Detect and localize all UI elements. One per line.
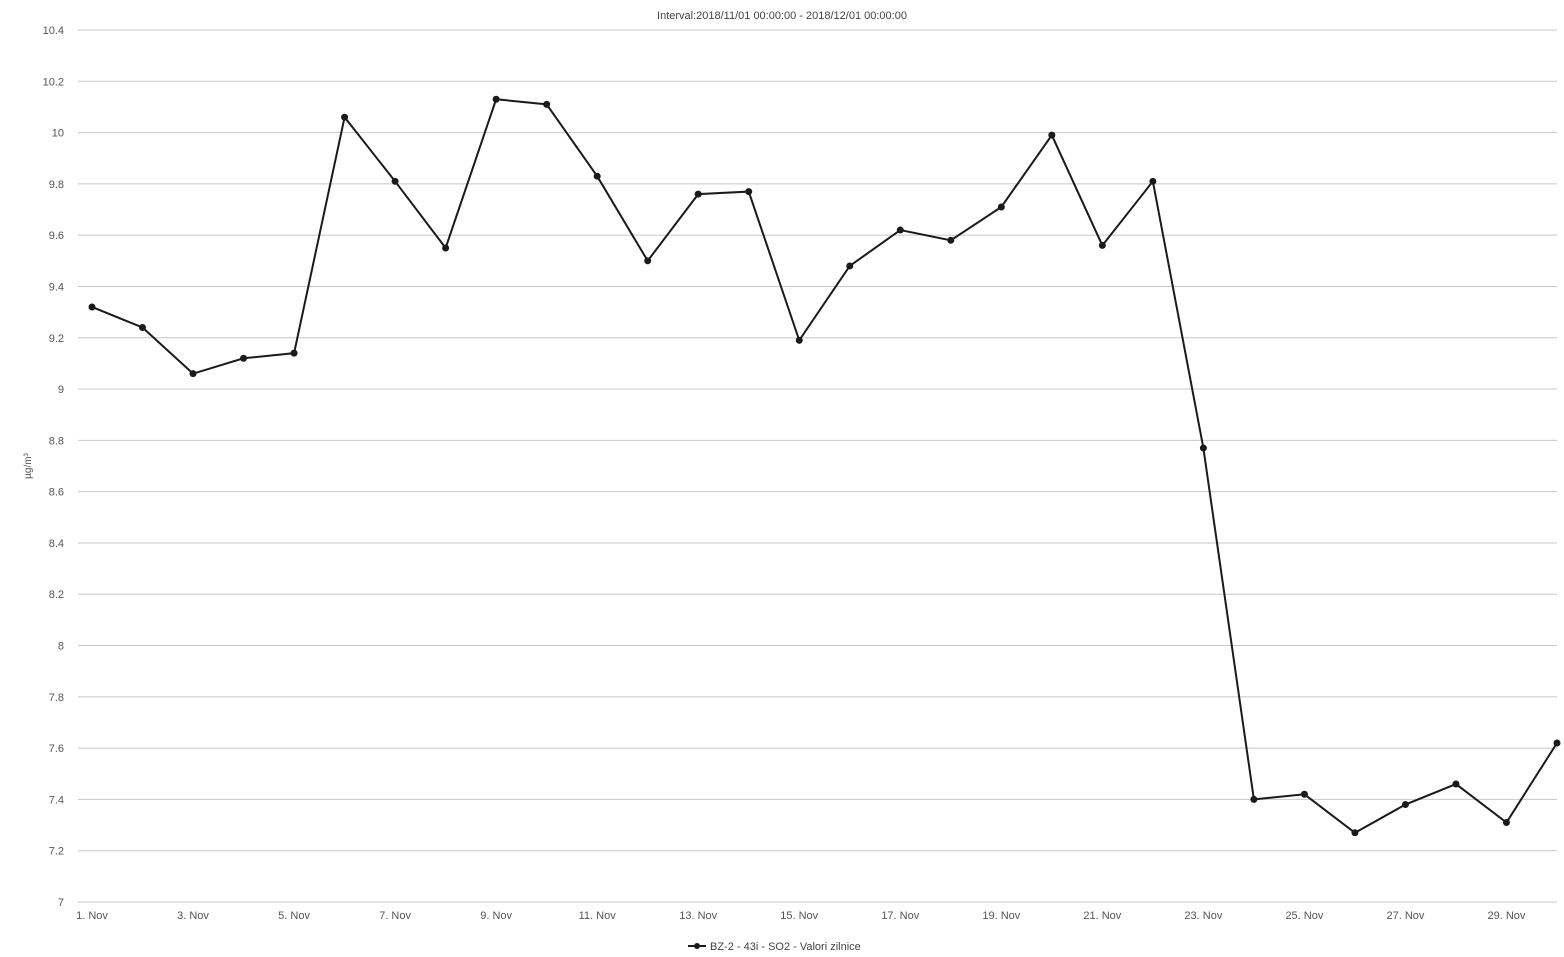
y-tick-label: 7.8 xyxy=(49,692,64,704)
y-tick-label: 9 xyxy=(58,384,64,396)
data-point[interactable] xyxy=(1401,801,1409,809)
data-point[interactable] xyxy=(290,349,298,357)
x-tick-label: 11. Nov xyxy=(579,910,617,922)
data-point[interactable] xyxy=(1250,795,1258,803)
chart-title: Interval:2018/11/01 00:00:00 - 2018/12/0… xyxy=(657,10,907,22)
data-point[interactable] xyxy=(997,203,1005,211)
data-point[interactable] xyxy=(644,257,652,265)
y-tick-label: 8 xyxy=(58,641,64,653)
x-tick-labels: 1. Nov 3. Nov 5. Nov 7. Nov 9. Nov 11. Nov 13.… xyxy=(76,910,1526,922)
data-point[interactable] xyxy=(341,113,349,121)
y-tick-label: 7.4 xyxy=(49,794,64,806)
data-point[interactable] xyxy=(1300,790,1308,798)
data-point[interactable] xyxy=(896,226,904,234)
x-tick-label: 9. Nov xyxy=(480,910,512,922)
data-point[interactable] xyxy=(1199,444,1207,452)
y-tick-label: 9.8 xyxy=(49,179,64,191)
x-tick-label: 7. Nov xyxy=(379,910,411,922)
legend-point-swatch xyxy=(694,943,700,949)
series-layer xyxy=(88,95,1561,837)
series-line xyxy=(91,98,1558,834)
x-tick-label: 13. Nov xyxy=(679,910,717,922)
data-point[interactable] xyxy=(1351,829,1359,837)
y-tick-label: 9.6 xyxy=(49,230,64,242)
data-point[interactable] xyxy=(1098,241,1106,249)
y-axis-label: µg/m³ xyxy=(23,452,34,478)
y-tick-label: 7.6 xyxy=(49,743,64,755)
data-point[interactable] xyxy=(795,336,803,344)
data-point[interactable] xyxy=(1553,739,1561,747)
x-tick-label: 15. Nov xyxy=(780,910,818,922)
data-point[interactable] xyxy=(492,95,500,103)
data-point[interactable] xyxy=(391,177,399,185)
y-tick-labels: 7 7.2 7.4 7.6 7.8 8 8.2 8.4 8.6 8.8 9 9.2 9.4 9.6 9.8 1… xyxy=(43,25,64,909)
x-tick-label: 17. Nov xyxy=(881,910,919,922)
y-tick-label: 8.2 xyxy=(49,589,64,601)
x-tick-label: 19. Nov xyxy=(982,910,1020,922)
legend-series-label: BZ-2 - 43i - SO2 - Valori zilnice xyxy=(710,941,861,953)
y-tick-label: 10 xyxy=(52,128,64,140)
data-point[interactable] xyxy=(1149,177,1157,185)
data-point[interactable] xyxy=(846,262,854,270)
y-tick-label: 9.2 xyxy=(49,333,64,345)
y-tick-label: 8.6 xyxy=(49,487,64,499)
data-point[interactable] xyxy=(1452,780,1460,788)
x-tick-label: 27. Nov xyxy=(1386,910,1424,922)
x-tick-label: 29. Nov xyxy=(1488,910,1526,922)
data-point[interactable] xyxy=(442,244,450,252)
y-tick-label: 9.4 xyxy=(49,281,64,293)
x-tick-label: 21. Nov xyxy=(1083,910,1121,922)
x-tick-label: 1. Nov xyxy=(76,910,108,922)
y-tick-label: 7 xyxy=(58,897,64,909)
data-point[interactable] xyxy=(1048,131,1056,139)
x-tick-label: 3. Nov xyxy=(177,910,209,922)
data-point[interactable] xyxy=(947,236,955,244)
y-tick-label: 7.2 xyxy=(49,846,64,858)
x-tick-label: 5. Nov xyxy=(278,910,310,922)
data-point[interactable] xyxy=(1502,818,1510,826)
data-point[interactable] xyxy=(240,354,248,362)
y-tick-label: 8.8 xyxy=(49,435,64,447)
grid-lines xyxy=(78,29,1557,903)
legend[interactable]: BZ-2 - 43i - SO2 - Valori zilnice xyxy=(688,941,861,953)
x-tick-label: 25. Nov xyxy=(1285,910,1323,922)
y-tick-label: 10.2 xyxy=(43,76,64,88)
data-point[interactable] xyxy=(745,188,753,196)
data-point[interactable] xyxy=(543,100,551,108)
y-tick-label: 10.4 xyxy=(43,25,64,37)
data-point[interactable] xyxy=(593,172,601,180)
data-point[interactable] xyxy=(189,370,197,378)
data-point[interactable] xyxy=(88,303,96,311)
x-tick-label: 23. Nov xyxy=(1184,910,1222,922)
data-point[interactable] xyxy=(139,324,147,332)
data-point[interactable] xyxy=(694,190,702,198)
y-tick-label: 8.4 xyxy=(49,538,64,550)
